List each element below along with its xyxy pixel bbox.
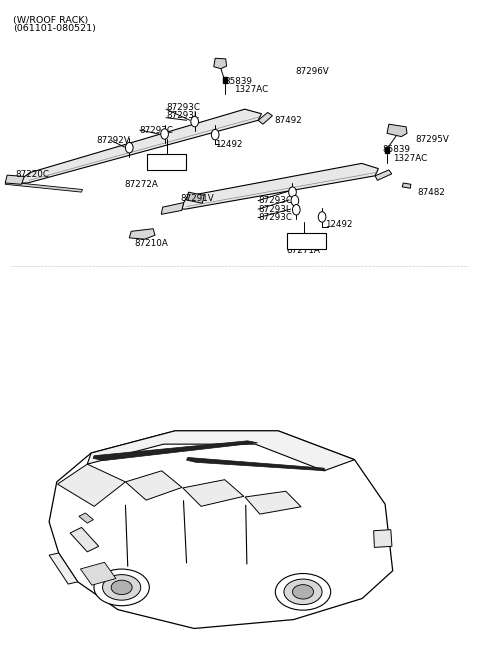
Bar — [223, 77, 227, 83]
Polygon shape — [258, 112, 273, 124]
Text: 12492: 12492 — [215, 140, 243, 149]
Text: (061101-080521): (061101-080521) — [13, 24, 96, 33]
Text: 87293C: 87293C — [258, 213, 292, 222]
Bar — [385, 147, 389, 153]
Polygon shape — [187, 457, 325, 471]
Circle shape — [125, 142, 133, 153]
Text: 87296V: 87296V — [295, 67, 329, 76]
Polygon shape — [58, 464, 125, 506]
Ellipse shape — [292, 584, 313, 599]
Polygon shape — [129, 229, 155, 239]
Text: 87293C: 87293C — [140, 125, 174, 134]
Text: 87292V: 87292V — [97, 136, 131, 145]
Polygon shape — [5, 175, 24, 184]
Bar — [287, 234, 326, 249]
Circle shape — [288, 187, 296, 197]
Text: 87293C: 87293C — [258, 196, 292, 205]
Polygon shape — [161, 203, 184, 215]
Text: 87482: 87482 — [418, 188, 445, 197]
Circle shape — [161, 129, 168, 139]
Polygon shape — [125, 471, 182, 500]
Polygon shape — [5, 182, 83, 192]
Text: 87295V: 87295V — [416, 135, 449, 144]
Ellipse shape — [111, 580, 132, 594]
Text: 87271A: 87271A — [287, 247, 321, 255]
Polygon shape — [373, 529, 392, 547]
Polygon shape — [402, 183, 411, 188]
Polygon shape — [183, 480, 244, 506]
Text: 87291V: 87291V — [180, 194, 214, 203]
Text: (W/ROOF RACK): (W/ROOF RACK) — [13, 16, 89, 26]
Circle shape — [292, 205, 300, 215]
Text: 87220C: 87220C — [16, 170, 50, 179]
Text: 12492: 12492 — [325, 220, 352, 230]
Text: 85839: 85839 — [225, 77, 253, 85]
Polygon shape — [93, 441, 258, 461]
Circle shape — [211, 129, 219, 140]
Text: 87293L: 87293L — [166, 112, 199, 120]
Text: 1327AC: 1327AC — [234, 85, 268, 94]
Circle shape — [191, 116, 199, 127]
Polygon shape — [79, 513, 94, 523]
Bar — [147, 154, 186, 170]
Circle shape — [291, 195, 299, 206]
Polygon shape — [182, 163, 378, 209]
Polygon shape — [87, 431, 355, 471]
Polygon shape — [70, 527, 99, 552]
Text: 87492: 87492 — [275, 115, 302, 125]
Polygon shape — [375, 170, 392, 180]
Text: 85839: 85839 — [382, 145, 410, 154]
Text: 87293L: 87293L — [258, 205, 291, 214]
Text: 87272A: 87272A — [124, 180, 158, 189]
Polygon shape — [22, 109, 262, 183]
Circle shape — [318, 212, 326, 222]
Polygon shape — [81, 562, 116, 585]
Polygon shape — [387, 124, 407, 136]
Polygon shape — [187, 192, 204, 203]
Ellipse shape — [284, 579, 322, 605]
Text: 87210A: 87210A — [134, 239, 168, 247]
Ellipse shape — [276, 573, 331, 610]
Polygon shape — [245, 491, 301, 514]
Text: 1327AC: 1327AC — [393, 154, 427, 163]
Ellipse shape — [94, 569, 149, 605]
Text: 1249BD: 1249BD — [285, 237, 320, 245]
Text: 87293C: 87293C — [166, 103, 200, 112]
Polygon shape — [49, 431, 393, 628]
Polygon shape — [49, 553, 78, 584]
Text: 1249BD: 1249BD — [148, 157, 183, 167]
Ellipse shape — [103, 575, 141, 600]
Polygon shape — [214, 58, 227, 69]
